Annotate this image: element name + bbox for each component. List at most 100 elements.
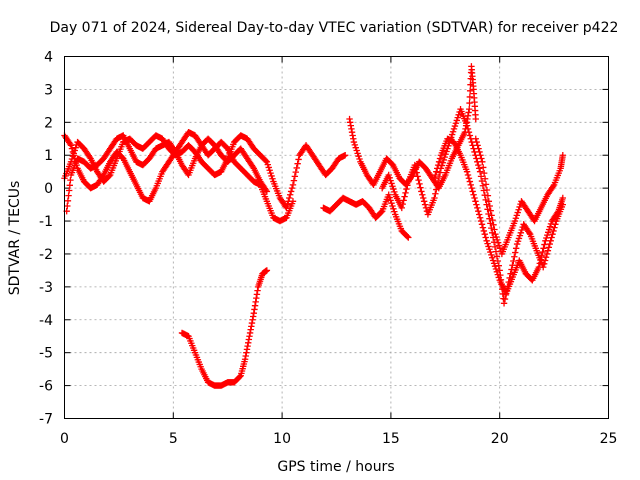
data-point [86,153,93,161]
data-point [404,182,411,189]
y-tick-label: -7 [39,412,53,428]
data-point [433,168,440,175]
data-point [402,189,409,197]
data-point [485,210,492,218]
data-point [464,125,472,133]
data-point [388,180,395,187]
x-tick-label: 25 [600,431,618,447]
data-point [452,120,460,127]
y-axis-title: SDTVAR / TECUs [7,181,23,296]
data-point [476,214,484,221]
data-point [474,142,481,149]
data-point [355,152,362,160]
data-point [489,254,496,261]
data-point [479,182,487,189]
y-tick-labels: 4 3 2 1 0 -1 -2 -3 -4 -5 -6 -7 [39,50,53,428]
data-point [401,193,408,200]
data-point [480,164,487,171]
data-point [389,183,396,190]
data-point [544,231,551,239]
data-point [486,246,493,253]
data-point [539,248,546,256]
data-point [386,174,393,181]
data-point [453,117,461,124]
data-point [386,194,393,201]
data-point [491,262,499,270]
y-tick-label: -4 [39,313,53,329]
data-point [544,229,552,236]
data-point [492,265,500,273]
data-point [507,270,514,277]
series-track-f [378,105,567,307]
data-point [492,231,499,238]
data-point [547,220,555,228]
y-tick-label: 4 [44,50,53,66]
data-point [466,105,473,113]
data-point [412,165,419,173]
data-point [171,147,178,154]
data-point [516,232,524,239]
data-point [399,200,406,208]
data-point [404,233,411,240]
data-point [493,268,501,276]
data-point [478,155,485,162]
data-point [435,158,443,166]
data-point [385,191,392,198]
data-point [433,186,440,193]
data-point [443,148,450,155]
data-point [500,300,508,307]
data-point [264,161,272,168]
data-point [470,191,477,198]
data-point [538,252,545,260]
series-track-c [63,132,271,215]
data-point [549,183,557,190]
series-track-i [178,267,271,389]
data-point [493,233,500,241]
data-point [467,181,474,189]
data-point [463,122,471,129]
data-point [436,155,444,162]
data-point [493,253,501,260]
data-point [490,260,498,267]
data-point [495,274,502,281]
x-tick-label: 20 [491,431,509,447]
data-point [487,248,494,256]
data-point [442,151,449,158]
x-tick-label: 5 [169,431,178,447]
data-point [550,227,557,235]
data-point [290,177,298,184]
data-point [464,171,472,179]
data-point [475,165,483,172]
data-point [515,235,523,242]
data-point [559,194,567,202]
data-point [262,186,270,194]
data-point [543,250,551,258]
data-point [342,152,349,159]
data-point [416,180,423,188]
data-point [465,128,473,136]
data-point [99,173,106,180]
data-point [440,156,447,164]
data-point [486,202,493,210]
data-point [293,164,300,172]
data-point [291,173,299,180]
data-point [488,224,495,232]
data-point [350,138,358,146]
data-point [482,196,489,204]
data-point [106,172,113,180]
series-track-g [431,135,567,297]
data-point [263,158,271,166]
data-point [542,237,549,244]
data-point [471,194,478,202]
data-point [284,201,291,208]
data-point [67,142,75,149]
data-point [432,190,439,197]
data-point [540,245,547,252]
series-track-d [320,191,412,241]
data-point [481,175,489,182]
data-point [466,93,474,101]
data-point [514,238,522,245]
data-point [295,156,302,163]
y-tick-label: 2 [44,115,53,131]
data-point [400,197,407,204]
